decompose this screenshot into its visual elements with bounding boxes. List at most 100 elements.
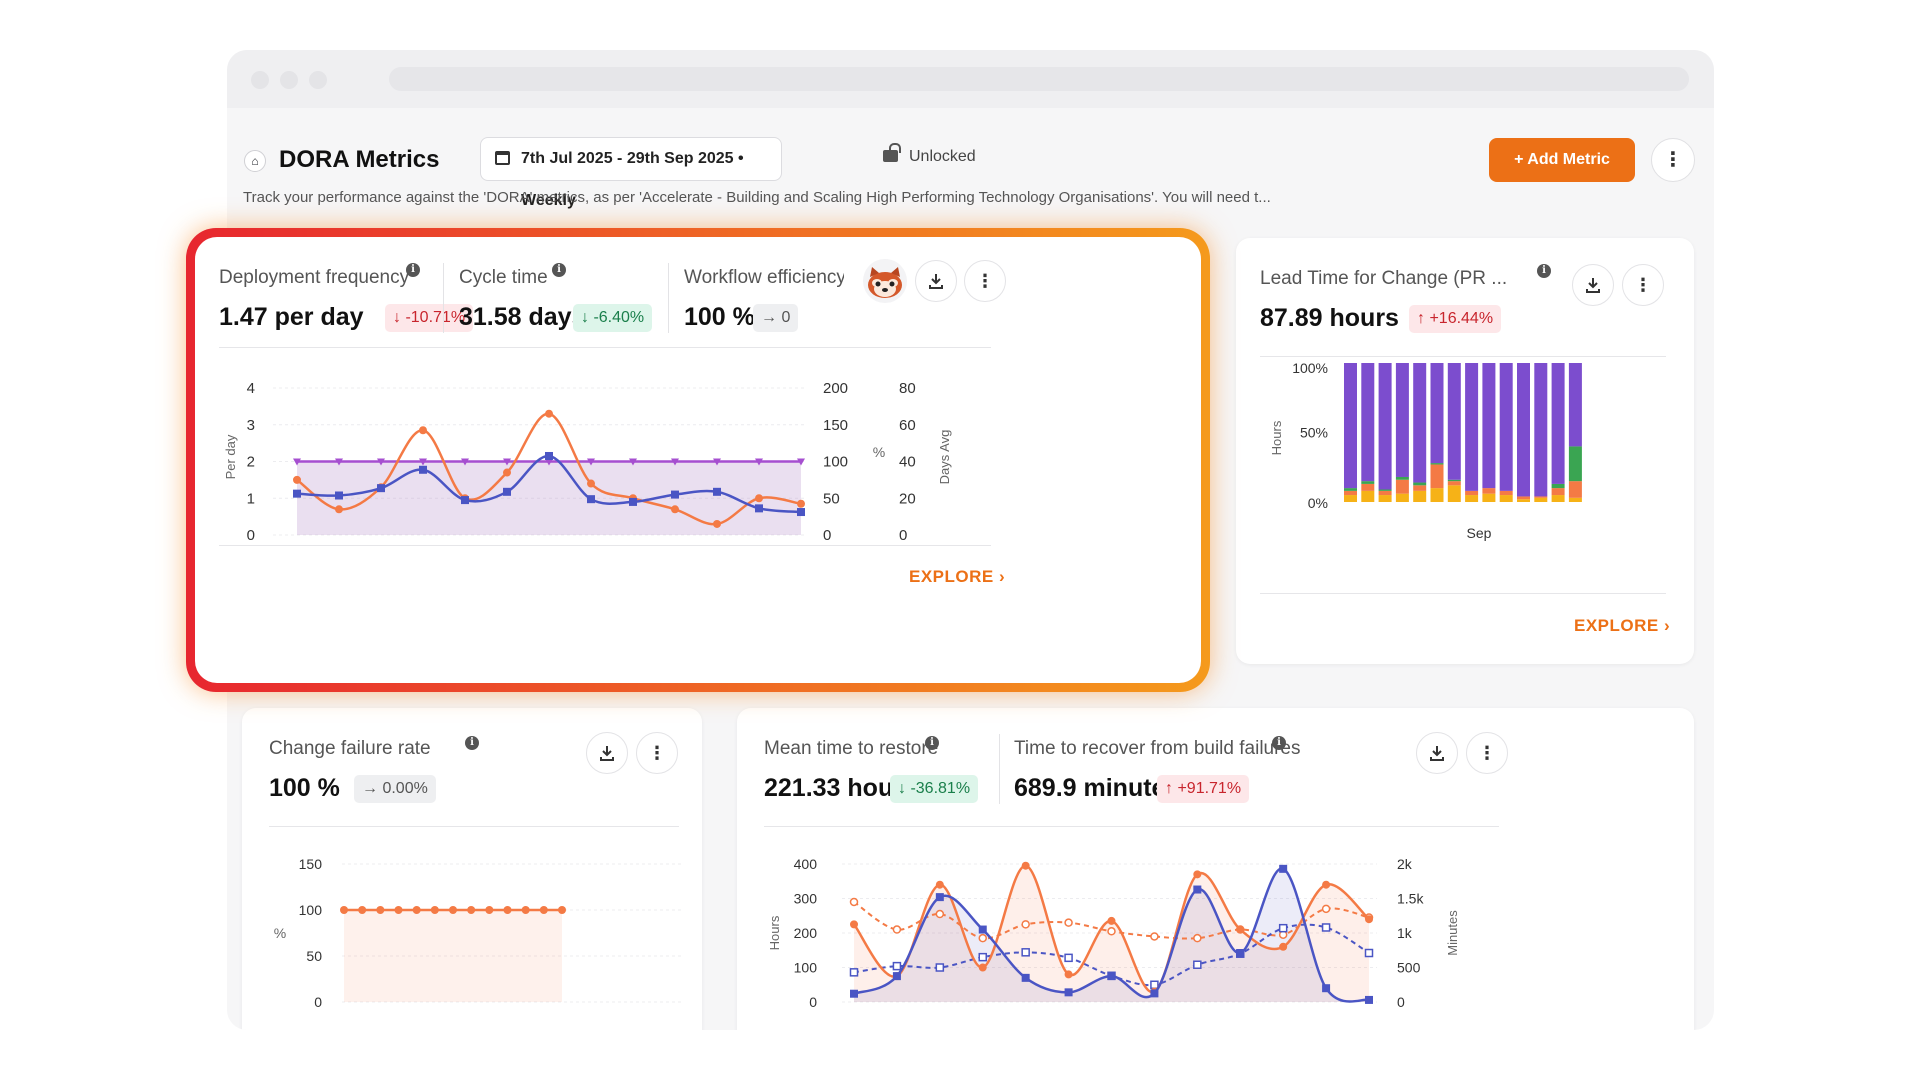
- build-recovery-point: [1365, 995, 1373, 1004]
- divider: [269, 826, 679, 827]
- y-left-tick-label: 3: [247, 417, 255, 434]
- cycle-time-point: [293, 489, 301, 498]
- address-bar[interactable]: [389, 67, 1689, 91]
- mttr-point: [1322, 880, 1331, 889]
- divider: [1260, 593, 1666, 594]
- y-right2-tick-label: 20: [899, 490, 916, 507]
- info-icon[interactable]: i: [406, 263, 420, 277]
- cycle-time-point: [797, 508, 805, 517]
- add-metric-button[interactable]: + Add Metric: [1489, 138, 1635, 182]
- cycle-time-point: [377, 484, 385, 493]
- workflow-point: [377, 458, 385, 466]
- info-icon[interactable]: i: [1537, 264, 1551, 278]
- download-button[interactable]: [1416, 732, 1458, 774]
- info-icon[interactable]: i: [552, 263, 566, 277]
- workflow-point: [419, 458, 427, 466]
- divider: [219, 347, 991, 348]
- window-minimize-dot[interactable]: [280, 71, 298, 89]
- workflow-point: [713, 458, 721, 466]
- window-close-dot[interactable]: [251, 71, 269, 89]
- y-left-tick-label: 200: [794, 925, 818, 941]
- bell-icon[interactable]: ⌂: [244, 150, 266, 172]
- x-tick-label: Sep: [1467, 525, 1492, 541]
- workflow-point: [293, 458, 301, 466]
- cfr-point: [394, 906, 403, 914]
- y-right-tick-label: 1.5k: [1397, 891, 1424, 907]
- y-right-tick-label: 0: [1397, 994, 1405, 1010]
- build-recovery-avg-point: [978, 952, 987, 962]
- bar-segment-orange: [1413, 485, 1427, 491]
- y-left-tick-label: 300: [794, 891, 818, 907]
- info-icon[interactable]: i: [1272, 736, 1286, 750]
- download-icon: [600, 746, 614, 761]
- y-left-tick-label: 2: [247, 454, 255, 471]
- page-more-button[interactable]: ⋮: [1651, 138, 1695, 182]
- workflow-point: [545, 458, 553, 466]
- mttr-point: [1107, 916, 1116, 925]
- lead-time-label: Lead Time for Change (PR ...: [1260, 268, 1508, 289]
- mttr-label: Mean time to restore: [764, 738, 939, 759]
- cycle-time-point: [713, 487, 721, 496]
- lock-toggle[interactable]: Unlocked: [883, 143, 976, 166]
- mttr-avg-point: [1021, 920, 1030, 929]
- bar-segment-orange: [1361, 483, 1375, 491]
- mttr-avg-point: [1150, 932, 1159, 941]
- cfr-point: [521, 906, 530, 914]
- cfr-point: [376, 906, 385, 914]
- lead-time-change-badge: ↑ +16.44%: [1409, 305, 1502, 333]
- download-button[interactable]: [915, 260, 957, 302]
- card-more-button[interactable]: ⋮: [964, 260, 1006, 302]
- bar-segment-orange: [1517, 496, 1530, 500]
- cycle-time-point: [503, 487, 511, 496]
- download-button[interactable]: [1572, 264, 1614, 306]
- cfr-point: [467, 906, 476, 914]
- y-right2-tick-label: 80: [899, 380, 916, 397]
- mttr-avg-point: [978, 933, 987, 943]
- y-right2-tick-label: 60: [899, 417, 916, 434]
- red-panda-avatar[interactable]: [863, 259, 907, 303]
- y-right-axis-label: Minutes: [1445, 910, 1460, 956]
- build-recovery-avg-point: [892, 961, 902, 971]
- bar-segment-yellow: [1361, 490, 1375, 502]
- deploy-freq-point: [671, 505, 679, 514]
- bar-segment-green: [1551, 483, 1565, 489]
- bar-segment-green: [1344, 488, 1357, 491]
- bar-segment-green: [1447, 479, 1461, 482]
- y-right2-tick-label: 40: [899, 454, 916, 471]
- info-icon[interactable]: i: [925, 736, 939, 750]
- mttr-avg-point: [892, 925, 902, 934]
- info-icon[interactable]: i: [465, 736, 479, 750]
- lead-time-chart: 100% 50% 0% Hours Sep: [1269, 360, 1582, 541]
- y-tick-label: 50: [306, 948, 322, 964]
- avatar-image: [868, 267, 902, 298]
- date-range-picker[interactable]: 7th Jul 2025 - 29th Sep 2025 • Weekly: [480, 137, 782, 209]
- workflow-point: [461, 458, 469, 466]
- lead-explore-link[interactable]: EXPLORE ›: [1574, 616, 1671, 635]
- y-right-tick-label: 150: [823, 417, 848, 434]
- bar-segment-yellow: [1568, 497, 1582, 502]
- cfr-point: [412, 906, 421, 914]
- build-recovery-point: [1322, 984, 1331, 993]
- main-explore-link[interactable]: EXPLORE ›: [909, 567, 1006, 586]
- deploy-freq-point: [419, 426, 427, 435]
- card-more-button[interactable]: ⋮: [1466, 732, 1508, 774]
- bar-segment-purple: [1517, 363, 1530, 497]
- download-button[interactable]: [586, 732, 628, 774]
- workflow-point: [335, 458, 343, 466]
- workflow-point: [671, 458, 679, 466]
- window-maximize-dot[interactable]: [309, 71, 327, 89]
- cycle-time-point: [461, 496, 469, 505]
- bar-segment-yellow: [1551, 495, 1565, 502]
- workflow-area: [297, 461, 801, 535]
- divider: [219, 545, 991, 546]
- bar-segment-yellow: [1447, 485, 1461, 502]
- change-failure-rate-card: Change failure rate i 100 % → 0.00% ⋮ 0 5…: [242, 708, 702, 1030]
- card-more-button[interactable]: ⋮: [1622, 264, 1664, 306]
- bar-segment-purple: [1378, 363, 1392, 490]
- bar-segment-yellow: [1534, 497, 1548, 502]
- build-recovery-point: [1236, 949, 1245, 958]
- build-recovery-avg-point: [1021, 948, 1030, 957]
- card-more-button[interactable]: ⋮: [636, 732, 678, 774]
- deploy-freq-point: [545, 409, 553, 418]
